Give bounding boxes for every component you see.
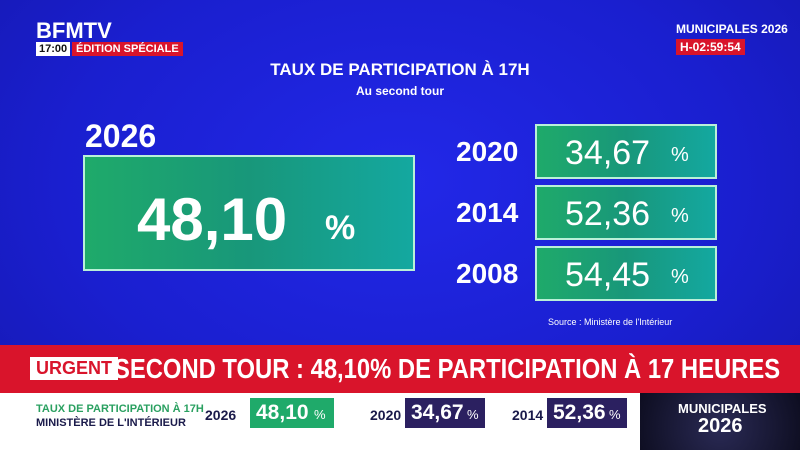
ticker-year: 2020: [370, 407, 402, 423]
main-value: 48,10: [137, 186, 288, 253]
event-name: MUNICIPALES 2026: [676, 22, 788, 36]
ticker-unit: %: [609, 407, 621, 422]
row-box: 52,36%: [535, 185, 717, 240]
channel-logo: BFMTV: [36, 18, 112, 43]
logo-top: MUNICIPALES: [678, 401, 767, 416]
panel-subtitle: Au second tour: [355, 84, 444, 98]
ticker-value: 48,10: [256, 401, 309, 424]
countdown: H-02:59:54: [676, 39, 745, 55]
ticker-title: TAUX DE PARTICIPATION À 17H: [36, 403, 204, 415]
event-logo: MUNICIPALES 2026: [640, 393, 800, 450]
row-year: 2008: [456, 258, 519, 289]
urgent-tag: URGENT: [30, 357, 118, 380]
main-unit: %: [325, 209, 356, 247]
ticker-box: 52,36%: [547, 398, 627, 428]
row-year: 2020: [456, 136, 519, 167]
main-year: 2026: [85, 118, 157, 154]
row-value: 52,36: [565, 195, 651, 233]
source: Source : Ministère de l'Intérieur: [548, 317, 673, 327]
ticker-source: MINISTÈRE DE L'INTÉRIEUR: [36, 417, 186, 429]
row-box: 34,67%: [535, 124, 717, 179]
ticker-value: 52,36: [553, 401, 606, 424]
ticker-box: 48,10%: [250, 398, 334, 428]
row-unit: %: [671, 144, 689, 166]
row-unit: %: [671, 205, 689, 227]
row-unit: %: [671, 266, 689, 288]
row-value: 34,67: [565, 134, 651, 172]
row-box: 54,45%: [535, 246, 717, 301]
main-box: 48,10 %: [83, 155, 415, 271]
logo-bottom: 2026: [698, 415, 743, 437]
headline: SECOND TOUR : 48,10% DE PARTICIPATION À …: [114, 353, 781, 384]
ticker-unit: %: [467, 407, 479, 422]
row-value: 54,45: [565, 256, 651, 294]
ticker-year: 2014: [512, 407, 544, 423]
ticker-box: 34,67%: [405, 398, 485, 428]
ticker: TAUX DE PARTICIPATION À 17H MINISTÈRE DE…: [0, 393, 640, 450]
ticker-value: 34,67: [411, 401, 464, 424]
ticker-year: 2026: [205, 407, 237, 423]
panel-title: TAUX DE PARTICIPATION À 17H: [270, 60, 530, 79]
urgent-banner: URGENT SECOND TOUR : 48,10% DE PARTICIPA…: [0, 345, 800, 393]
clock: 17:00: [36, 42, 71, 56]
edition-tag: ÉDITION SPÉCIALE: [72, 42, 183, 56]
row-year: 2014: [456, 197, 519, 228]
ticker-unit: %: [314, 407, 326, 422]
